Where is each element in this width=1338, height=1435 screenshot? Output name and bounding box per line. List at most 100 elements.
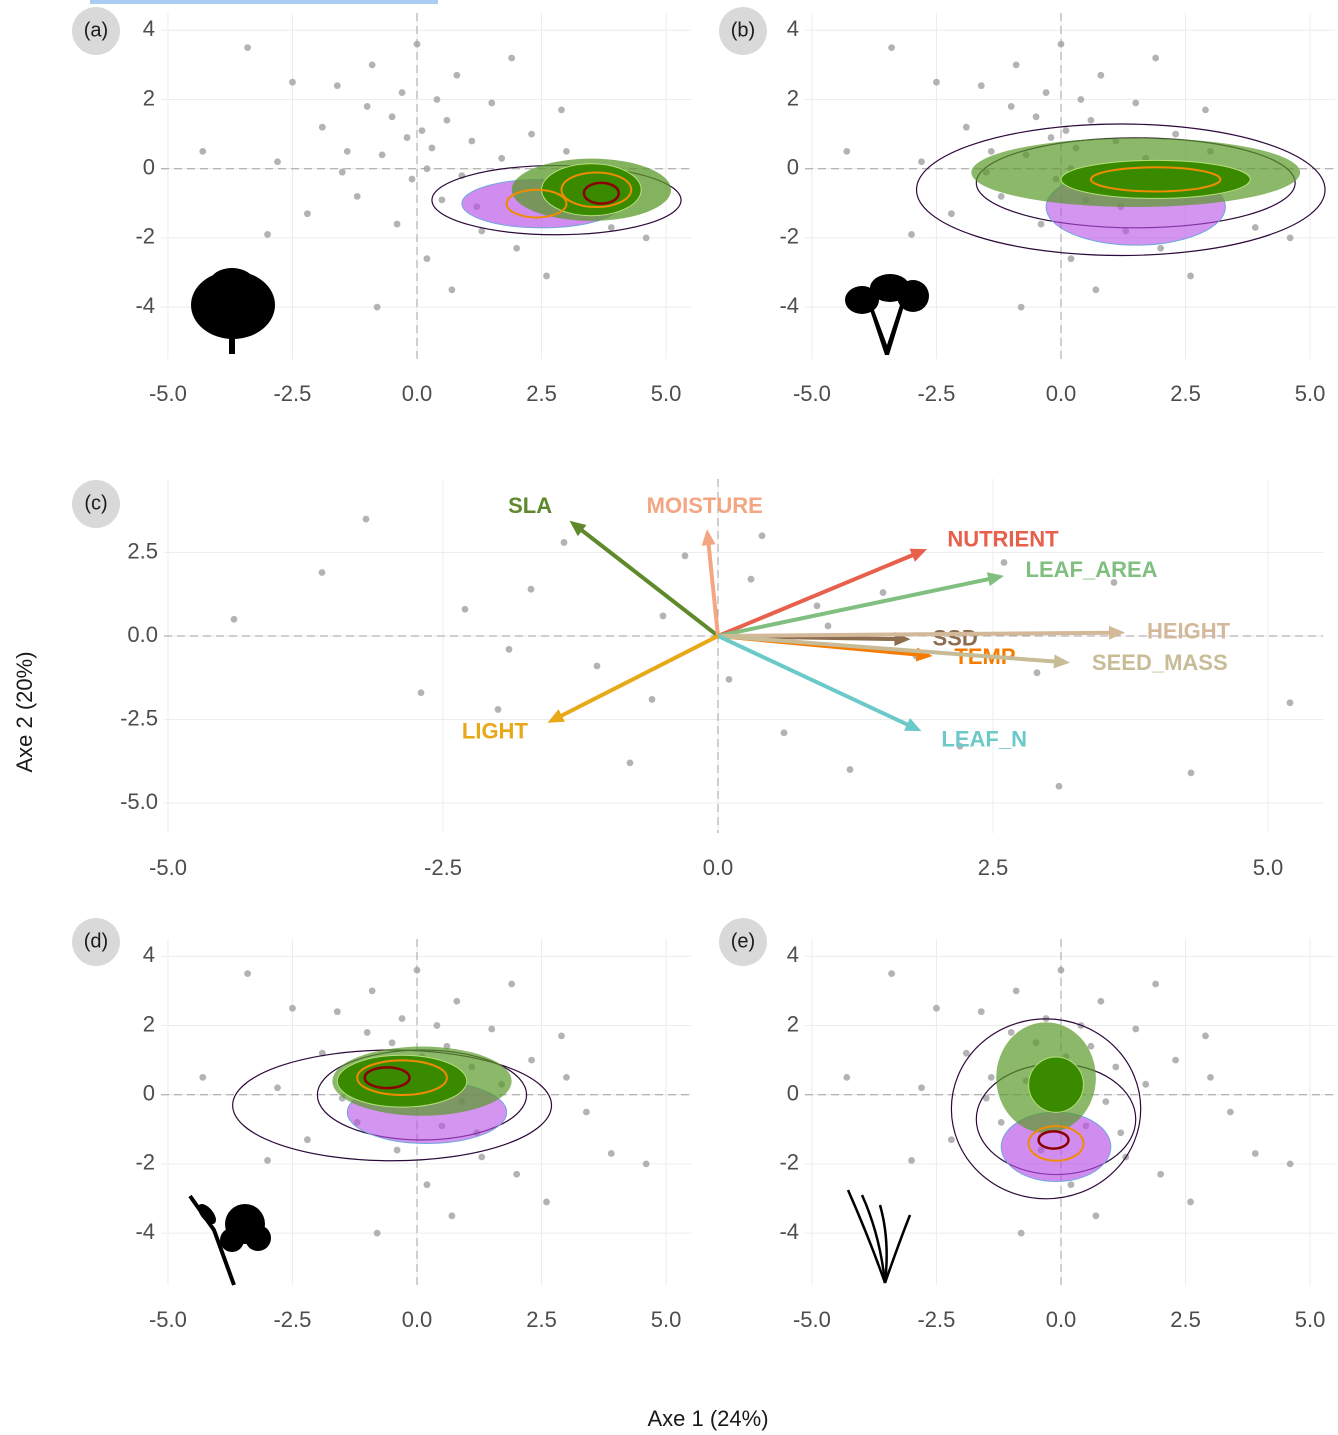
point — [363, 103, 371, 110]
point — [289, 78, 296, 86]
point — [528, 130, 535, 138]
flower-icon — [188, 1194, 271, 1286]
point — [962, 1049, 970, 1057]
x-tick-label: -5.0 — [793, 381, 831, 406]
point — [289, 1004, 296, 1012]
y-tick-label: 2 — [143, 85, 155, 110]
arrow-head — [1108, 625, 1125, 640]
point — [1012, 61, 1020, 69]
point — [813, 602, 821, 610]
arrow-head — [701, 529, 716, 546]
point — [659, 612, 667, 620]
panel-c: -5.0 -2.5 0.0 2.5 5.0 -5.0 -2.5 0.0 2.5 (c) SLA MOI… — [72, 479, 1323, 880]
arrow-label: NUTRIENT — [947, 527, 1059, 552]
point — [438, 196, 446, 204]
point — [558, 106, 565, 114]
loading-arrow — [555, 634, 719, 721]
point — [543, 272, 550, 280]
x-tick-label: -2.5 — [917, 381, 955, 406]
point — [987, 1074, 995, 1081]
point — [1152, 980, 1160, 988]
arrow-head — [909, 548, 927, 562]
x-tick-label: -2.5 — [917, 1307, 955, 1332]
point — [513, 1170, 521, 1178]
arrow-head — [569, 520, 587, 537]
x-tick-label: 0.0 — [703, 855, 734, 880]
x-tick-label: 0.0 — [402, 1307, 433, 1332]
y-axis-title: Axe 2 (20%) — [12, 651, 37, 772]
point — [513, 244, 521, 252]
point — [388, 1039, 396, 1047]
density-b — [917, 124, 1326, 255]
y-tick-label: -4 — [779, 1219, 799, 1244]
point — [528, 1056, 535, 1064]
point — [433, 1022, 441, 1029]
point — [1087, 1042, 1095, 1050]
selection-bar — [90, 0, 438, 4]
arrow-head — [986, 572, 1004, 586]
point — [274, 158, 281, 166]
point — [1251, 1150, 1259, 1157]
point — [560, 539, 568, 546]
point — [1000, 559, 1008, 566]
loading-arrow — [717, 551, 919, 638]
point — [1157, 1170, 1165, 1178]
loading-arrow — [717, 575, 995, 638]
y-tick-label: -2 — [135, 1150, 155, 1175]
point — [363, 1029, 371, 1036]
x-tick-label: 2.5 — [526, 1307, 557, 1332]
point — [1033, 669, 1041, 677]
point — [264, 231, 271, 238]
point — [977, 1008, 985, 1016]
point — [1142, 1080, 1150, 1088]
y-tick-label: 0 — [787, 155, 799, 180]
point — [593, 662, 601, 670]
point — [879, 589, 887, 596]
point — [1092, 286, 1100, 294]
point — [1187, 769, 1195, 777]
point — [393, 220, 401, 228]
loading-arrow — [717, 633, 1061, 664]
y-tick-label: 0 — [143, 1081, 155, 1106]
panel-a: -5.0 -2.5 0.0 2.5 5.0 -4 -2 0 2 4 (a) — [72, 7, 691, 406]
point — [888, 44, 896, 51]
point — [642, 1160, 650, 1168]
y-tick-label: -2 — [135, 224, 155, 249]
point — [1057, 966, 1065, 974]
point — [244, 970, 252, 977]
y-tick-label: 2 — [787, 1011, 799, 1036]
x-tick-label: 5.0 — [651, 381, 682, 406]
y-tick-label: 4 — [787, 16, 799, 41]
y-tick-label: 0.0 — [127, 622, 158, 647]
point — [398, 1015, 406, 1022]
point — [199, 148, 207, 155]
point — [418, 127, 426, 135]
point — [1187, 272, 1194, 280]
arrow-label: SSD — [932, 625, 977, 650]
point — [478, 227, 486, 235]
point — [1286, 699, 1294, 707]
point — [274, 1084, 281, 1092]
point — [1202, 1032, 1209, 1040]
arrow-head — [904, 718, 922, 732]
tree-icon — [191, 268, 275, 354]
density-e — [951, 1019, 1140, 1199]
point — [948, 210, 955, 218]
point — [1112, 1063, 1120, 1071]
point — [1202, 106, 1209, 114]
point — [1057, 40, 1065, 48]
x-tick-label: -2.5 — [424, 855, 462, 880]
panel-b: -5.0 -2.5 0.0 2.5 5.0 -4 -2 0 2 4 (b) — [719, 7, 1335, 406]
point — [1017, 303, 1025, 311]
point — [494, 706, 502, 713]
x-tick-label: -5.0 — [149, 381, 187, 406]
point — [318, 569, 326, 576]
point — [304, 1136, 311, 1144]
point — [498, 154, 506, 162]
point — [1042, 89, 1050, 96]
point — [824, 622, 832, 630]
point — [758, 532, 766, 540]
point — [997, 1118, 1005, 1126]
x-tick-label: -5.0 — [149, 1307, 187, 1332]
point — [373, 1229, 381, 1237]
